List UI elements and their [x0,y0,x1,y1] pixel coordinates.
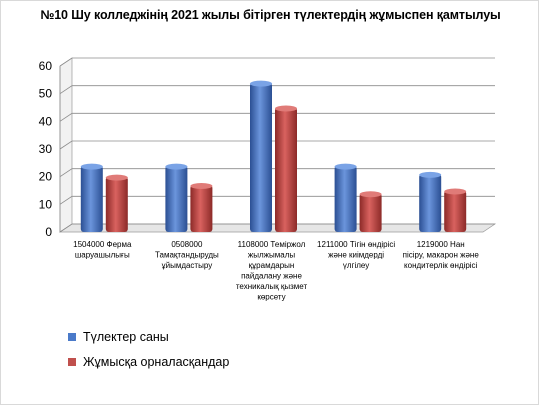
employed-bar [105,174,128,232]
chart-legend: Түлектер саны Жұмысқа орналасқандар [68,326,229,376]
employed-bar-top [105,174,128,181]
y-tick-label: 50 [39,87,53,101]
employed-bar-body [275,107,297,232]
graduates-bar-top [334,163,357,170]
x-tick-label: 1219000 Нан пісіру, макарон және кондитерл… [403,240,480,270]
x-tick-label: 1108000 Теміржол жылжымалы құрамдарын пайда… [236,240,308,302]
employed-bar-body [190,184,213,232]
legend-label-employed: Жұмысқа орналасқандар [83,355,230,369]
employed-bar [359,191,382,232]
graduates-bar-top [165,163,188,170]
graduates-bar-top [250,80,272,87]
graduates-bar [250,80,272,232]
employed-bar [275,105,297,232]
gridline [59,140,495,150]
graduates-bar [165,163,188,232]
graduates-bar-body [419,173,442,232]
legend-item-graduates: Түлектер саны [68,326,229,348]
graduates-bar [419,171,442,232]
employed-bar-top [190,182,213,189]
employed-bar-body [444,190,467,232]
graduates-bar-top [80,163,103,170]
x-tick-label: 1504000 Ферма шаруашылығы [73,240,132,260]
y-tick-label: 30 [39,142,53,156]
y-tick-label: 60 [39,59,53,73]
graduates-bar-body [165,165,188,232]
employed-bar-body [359,193,382,232]
legend-item-employed: Жұмысқа орналасқандар [68,351,229,373]
y-tick-label: 0 [45,225,52,239]
x-tick-label: 1211000 Тігін өндірісі және киімдерді үлгі… [317,240,395,270]
graduates-bar [80,163,103,232]
gridline [59,112,495,122]
employed-bar-top [444,188,467,195]
gridline [59,57,495,67]
legend-swatch-employed [68,358,76,366]
legend-swatch-graduates [68,333,76,341]
legend-label-graduates: Түлектер саны [83,330,169,344]
employed-bar-top [275,105,297,112]
employed-bar-top [359,191,382,198]
y-tick-label: 40 [39,114,53,128]
employed-bar-body [105,176,128,232]
graduates-bar-top [419,171,442,178]
employed-bar [190,182,213,232]
gridline [59,85,495,94]
graduates-bar-body [250,82,272,232]
y-tick-label: 20 [39,170,53,184]
graduates-bar [334,163,357,232]
employed-bar [444,188,467,232]
x-tick-label: 0508000 Тамақтандыруды ұйымдастыру [155,240,219,270]
y-tick-label: 10 [39,197,53,211]
chart-title: №10 Шу колледжінің 2021 жылы бітірген тү… [40,8,501,22]
graduates-bar-body [80,165,103,232]
graduates-bar-body [334,165,357,232]
